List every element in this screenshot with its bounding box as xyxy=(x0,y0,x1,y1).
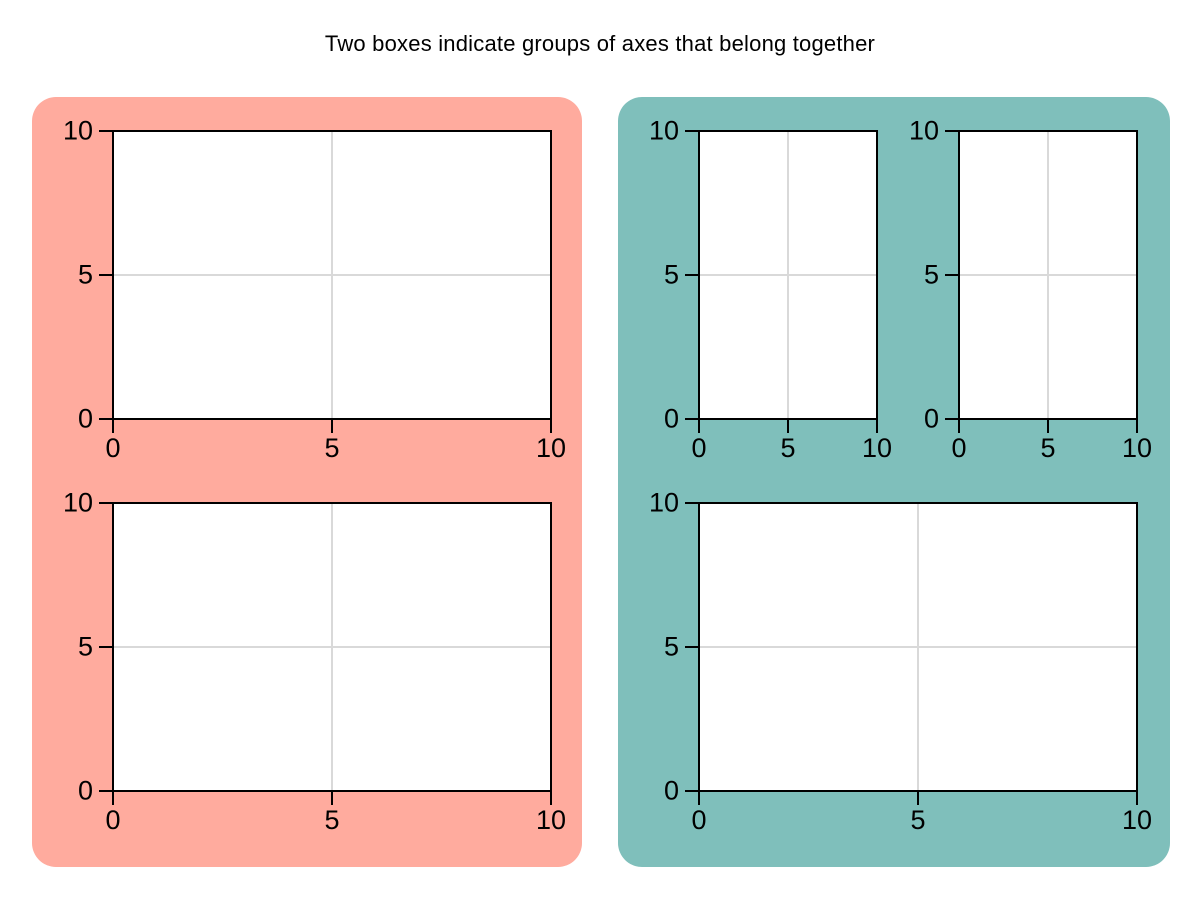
axis-left-top: 10 5 0 0 5 10 xyxy=(63,117,566,462)
x-tick xyxy=(698,420,700,433)
y-tick xyxy=(99,274,112,276)
x-tick-label: 5 xyxy=(780,433,796,463)
axis-right-top-left: 10 5 0 0 5 10 xyxy=(649,117,892,462)
y-tick-label: 0 xyxy=(77,403,93,434)
y-tick-label: 0 xyxy=(923,403,939,434)
x-tick xyxy=(331,420,333,433)
y-tick-label: 5 xyxy=(923,259,939,290)
plot-area xyxy=(112,502,552,792)
x-tick-label: 5 xyxy=(910,805,926,835)
y-tick-label: 0 xyxy=(663,403,679,434)
figure-title: Two boxes indicate groups of axes that b… xyxy=(324,31,876,56)
y-tick-label: 10 xyxy=(648,115,679,146)
x-tick xyxy=(698,792,700,805)
x-tick-label: 10 xyxy=(1121,433,1153,463)
gridline-horizontal xyxy=(700,646,1136,648)
y-tick-label: 10 xyxy=(62,115,93,146)
y-tick xyxy=(685,502,698,504)
x-tick-label: 0 xyxy=(105,805,121,835)
gridline-horizontal xyxy=(960,274,1136,276)
y-tick xyxy=(945,130,958,132)
plot-area xyxy=(698,502,1138,792)
x-tick-label: 10 xyxy=(861,433,893,463)
x-tick xyxy=(787,420,789,433)
x-tick-label: 0 xyxy=(691,433,707,463)
y-tick xyxy=(685,646,698,648)
y-tick xyxy=(685,418,698,420)
x-tick xyxy=(1047,420,1049,433)
x-tick-label: 5 xyxy=(1040,433,1056,463)
axis-right-top-right: 10 5 0 0 5 10 xyxy=(909,117,1152,462)
x-tick xyxy=(112,792,114,805)
gridline-horizontal xyxy=(114,646,550,648)
y-tick-label: 5 xyxy=(77,259,93,290)
y-tick xyxy=(685,274,698,276)
plot-area xyxy=(112,130,552,420)
axis-right-bottom: 10 5 0 0 5 10 xyxy=(649,489,1152,834)
y-tick-label: 10 xyxy=(648,487,679,518)
x-tick-label: 0 xyxy=(951,433,967,463)
y-tick xyxy=(99,646,112,648)
y-tick xyxy=(685,790,698,792)
x-tick xyxy=(1136,420,1138,433)
x-tick-label: 10 xyxy=(1121,805,1153,835)
y-tick xyxy=(99,502,112,504)
y-tick-label: 5 xyxy=(663,631,679,662)
x-tick xyxy=(958,420,960,433)
y-tick-label: 10 xyxy=(908,115,939,146)
y-tick xyxy=(685,130,698,132)
plot-area xyxy=(698,130,878,420)
y-tick-label: 10 xyxy=(62,487,93,518)
x-tick-label: 0 xyxy=(691,805,707,835)
x-tick-label: 5 xyxy=(324,805,340,835)
x-tick-label: 5 xyxy=(324,433,340,463)
gridline-horizontal xyxy=(700,274,876,276)
x-tick xyxy=(550,792,552,805)
x-tick xyxy=(550,420,552,433)
x-tick xyxy=(112,420,114,433)
y-tick-label: 5 xyxy=(663,259,679,290)
y-tick xyxy=(99,418,112,420)
x-tick-label: 0 xyxy=(105,433,121,463)
y-tick xyxy=(99,790,112,792)
x-tick xyxy=(917,792,919,805)
plot-area xyxy=(958,130,1138,420)
y-tick-label: 0 xyxy=(663,775,679,806)
y-tick-label: 0 xyxy=(77,775,93,806)
x-tick-label: 10 xyxy=(535,805,567,835)
x-tick xyxy=(1136,792,1138,805)
axis-left-bottom: 10 5 0 0 5 10 xyxy=(63,489,566,834)
y-tick xyxy=(945,274,958,276)
x-tick xyxy=(331,792,333,805)
x-tick-label: 10 xyxy=(535,433,567,463)
x-tick xyxy=(876,420,878,433)
y-tick xyxy=(99,130,112,132)
y-tick xyxy=(945,418,958,420)
gridline-horizontal xyxy=(114,274,550,276)
y-tick-label: 5 xyxy=(77,631,93,662)
